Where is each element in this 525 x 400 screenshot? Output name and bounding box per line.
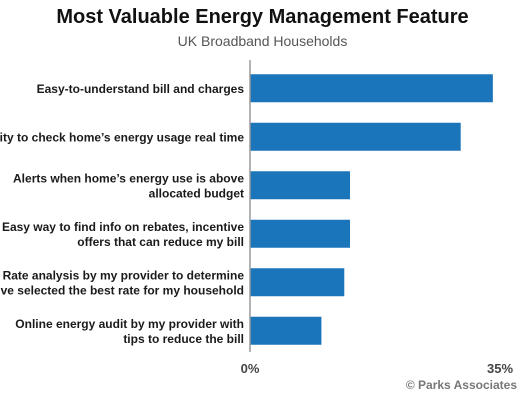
source-credit: © Parks Associates (405, 378, 517, 392)
chart-subtitle: UK Broadband Households (177, 33, 348, 49)
category-label: Ability to check home’s energy usage rea… (0, 130, 244, 144)
bar (250, 316, 322, 345)
bar (250, 74, 493, 103)
bar (250, 171, 350, 200)
chart-title: Most Valuable Energy Management Feature (56, 6, 469, 28)
bar (250, 122, 461, 151)
x-tick-label: 0% (241, 361, 260, 376)
x-tick-label: 35% (487, 361, 513, 376)
category-label: Easy-to-understand bill and charges (37, 82, 245, 96)
category-label: Online energy audit by my provider with t… (15, 317, 244, 346)
bar (250, 219, 350, 248)
category-label: Easy way to find info on rebates, incent… (2, 220, 244, 249)
bar (250, 268, 345, 297)
category-label: Alerts when home’s energy use is above al… (13, 171, 244, 200)
category-label: Rate analysis by my provider to determin… (0, 268, 244, 297)
